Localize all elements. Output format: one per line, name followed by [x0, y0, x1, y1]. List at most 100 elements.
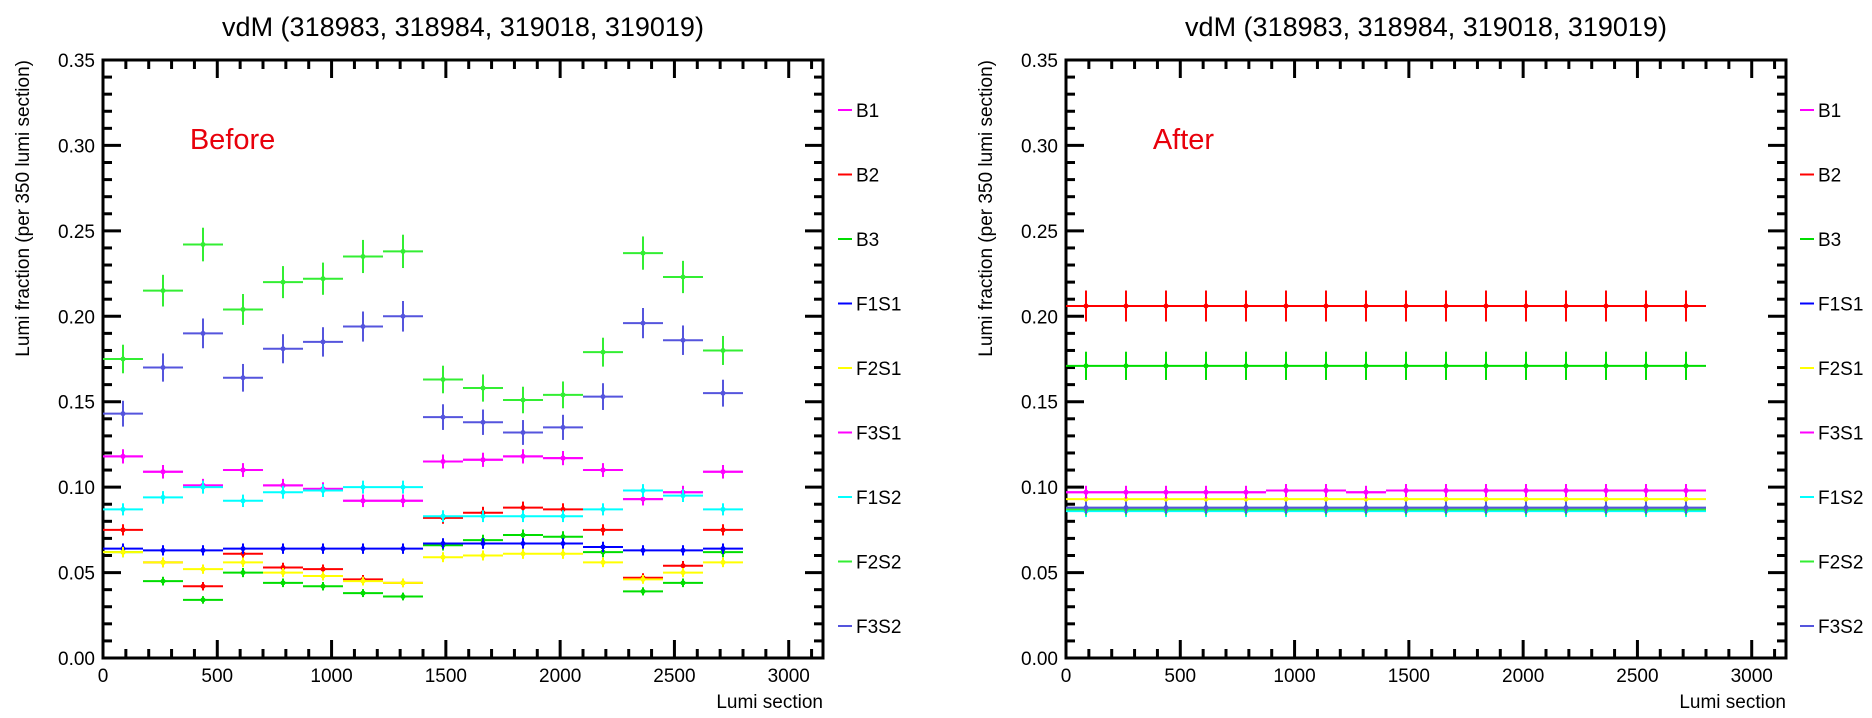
x-tick-label: 2000 [1502, 666, 1544, 687]
data-point [1506, 351, 1546, 380]
data-point [1146, 290, 1186, 322]
series-f2s1 [1066, 492, 1706, 506]
marker [600, 506, 606, 512]
chart-panel-1: vdM (318983, 318984, 319018, 319019) 0.00… [13, 12, 901, 713]
marker [560, 506, 566, 512]
marker [720, 546, 726, 552]
y-tick-label: 0.10 [1021, 478, 1058, 499]
data-point [543, 510, 583, 523]
data-point [1186, 501, 1226, 514]
y-tick-label: 0.00 [1021, 649, 1058, 670]
marker [200, 583, 206, 589]
marker [480, 385, 486, 391]
marker [640, 588, 646, 594]
y-tick-label: 0.15 [1021, 393, 1058, 414]
x-tick-label: 3000 [1731, 666, 1773, 687]
data-point [1146, 485, 1186, 499]
data-point [103, 344, 143, 374]
data-point [1066, 351, 1106, 380]
data-point [1586, 351, 1626, 380]
legend-label: B1 [856, 101, 879, 122]
marker [280, 580, 286, 586]
data-point [1386, 351, 1426, 380]
marker [240, 559, 246, 565]
marker [680, 580, 686, 586]
marker [640, 576, 646, 582]
data-point [663, 560, 703, 571]
legend-item-f2s2: F2S2 [1800, 553, 1863, 574]
data-point [343, 543, 383, 554]
legend-label: B1 [1818, 101, 1841, 122]
marker [560, 534, 566, 540]
marker [400, 498, 406, 504]
marker [1643, 496, 1649, 502]
data-point [423, 365, 463, 394]
data-point [183, 564, 223, 574]
marker [120, 506, 126, 512]
marker [680, 274, 686, 280]
x-tick-label: 0 [1061, 666, 1072, 687]
legend-item-b2: B2 [1800, 166, 1841, 187]
data-point [1586, 501, 1626, 514]
marker [120, 527, 126, 533]
data-point [423, 538, 463, 549]
marker [400, 313, 406, 319]
data-point [223, 567, 263, 578]
data-point [503, 538, 543, 549]
data-point [583, 337, 623, 367]
legend-label: B3 [856, 230, 879, 251]
legend-label: F2S2 [856, 553, 901, 574]
marker [1163, 505, 1169, 511]
legend-label: F1S2 [1818, 488, 1863, 509]
marker [320, 573, 326, 579]
marker [1203, 496, 1209, 502]
data-point [223, 543, 263, 554]
marker [1443, 303, 1449, 309]
marker [280, 482, 286, 488]
plot-frame [1064, 58, 1788, 660]
y-tick-label: 0.20 [58, 307, 95, 328]
marker [440, 513, 446, 519]
data-point [1506, 290, 1546, 322]
data-point [183, 596, 223, 604]
marker [600, 544, 606, 550]
marker [1123, 505, 1129, 511]
chart-title: vdM (318983, 318984, 319018, 319019) [222, 12, 704, 42]
data-point [1306, 501, 1346, 514]
marker [1523, 303, 1529, 309]
legend-item-b3: B3 [838, 230, 879, 251]
marker [1283, 488, 1289, 494]
marker [200, 597, 206, 603]
data-point [1226, 501, 1266, 514]
marker [360, 253, 366, 259]
data-point [583, 541, 623, 553]
data-point [663, 325, 703, 355]
data-point [423, 454, 463, 469]
marker [1323, 505, 1329, 511]
x-tick-label: 2500 [1616, 666, 1658, 687]
marker [1683, 505, 1689, 511]
data-point [263, 334, 303, 364]
marker [280, 546, 286, 552]
marker [240, 498, 246, 504]
legend-item-b1: B1 [1800, 101, 1841, 122]
data-point [223, 494, 263, 508]
marker [1403, 363, 1409, 369]
marker [200, 242, 206, 248]
legend-label: F2S1 [856, 359, 901, 380]
data-point [1266, 290, 1306, 322]
data-point [103, 400, 143, 427]
data-point [1426, 484, 1466, 497]
marker [640, 488, 646, 494]
data-point [143, 576, 183, 586]
marker [1603, 303, 1609, 309]
marker [1163, 489, 1169, 495]
data-point [1226, 485, 1266, 499]
marker [1683, 363, 1689, 369]
data-point [503, 420, 543, 445]
legend-label: F3S1 [1818, 424, 1863, 445]
data-point [303, 582, 343, 591]
x-tick-label: 1000 [1273, 666, 1315, 687]
data-point [1346, 485, 1386, 499]
